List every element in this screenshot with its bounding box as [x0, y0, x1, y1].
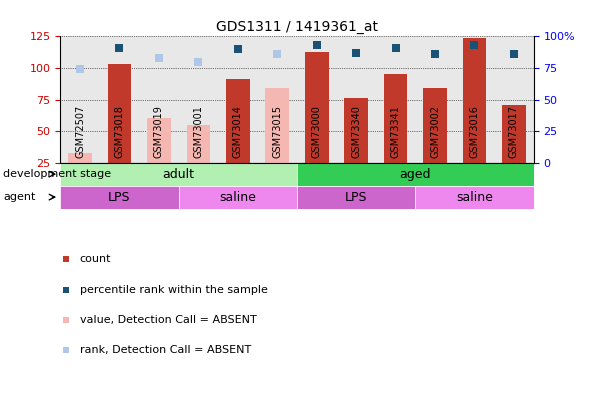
- Bar: [297, 185, 415, 209]
- Bar: [60, 163, 297, 185]
- Text: saline: saline: [456, 191, 493, 204]
- Bar: [502, 104, 526, 163]
- Text: LPS: LPS: [345, 191, 367, 204]
- Bar: [297, 163, 534, 185]
- Text: saline: saline: [219, 191, 256, 204]
- Text: percentile rank within the sample: percentile rank within the sample: [80, 285, 268, 294]
- Bar: [178, 185, 297, 209]
- Bar: [344, 98, 368, 163]
- Bar: [60, 185, 178, 209]
- Bar: [68, 153, 92, 163]
- Text: rank, Detection Call = ABSENT: rank, Detection Call = ABSENT: [80, 345, 251, 355]
- Bar: [265, 88, 289, 163]
- Text: agent: agent: [3, 192, 36, 202]
- Text: adult: adult: [163, 168, 195, 181]
- Text: LPS: LPS: [108, 191, 131, 204]
- Bar: [226, 79, 250, 163]
- Title: GDS1311 / 1419361_at: GDS1311 / 1419361_at: [216, 20, 378, 34]
- Text: value, Detection Call = ABSENT: value, Detection Call = ABSENT: [80, 315, 256, 325]
- Bar: [423, 88, 447, 163]
- Bar: [186, 125, 210, 163]
- Text: aged: aged: [400, 168, 431, 181]
- Bar: [305, 51, 329, 163]
- Text: development stage: development stage: [3, 169, 111, 179]
- Bar: [147, 119, 171, 163]
- Bar: [463, 38, 486, 163]
- Bar: [107, 64, 131, 163]
- Bar: [384, 75, 408, 163]
- Bar: [415, 185, 534, 209]
- Text: count: count: [80, 254, 111, 264]
